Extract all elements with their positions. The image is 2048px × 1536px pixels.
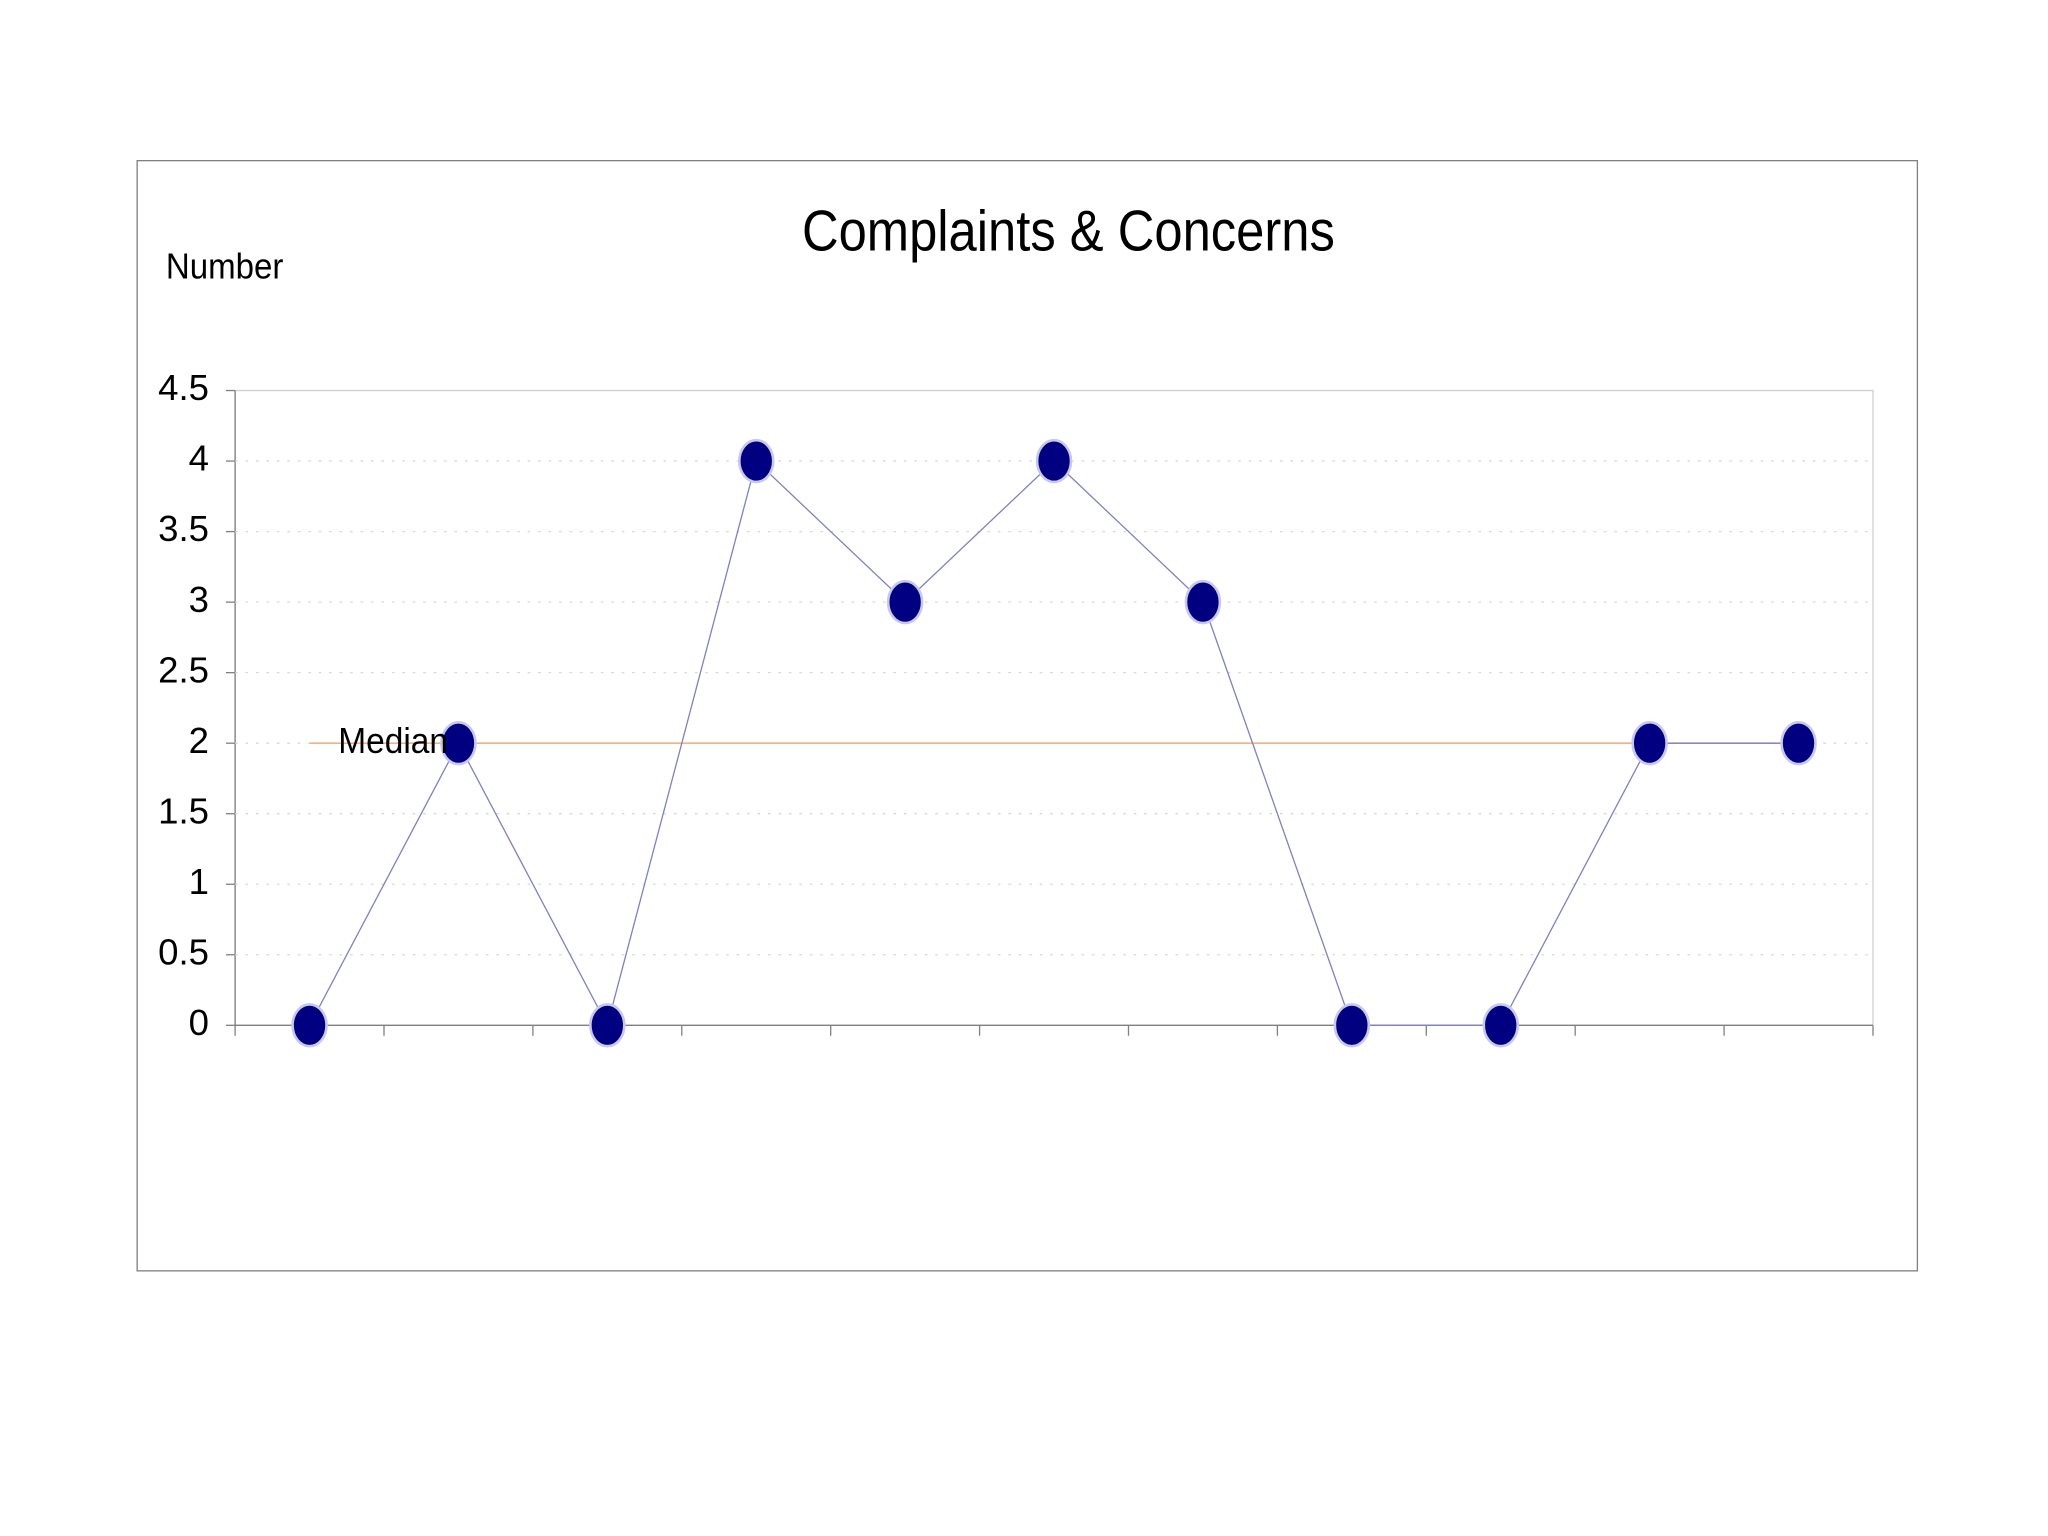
y-tick-label: 2 <box>189 720 209 761</box>
marker <box>291 1003 328 1048</box>
y-tick-label: 1 <box>189 861 209 902</box>
y-axis-label: Number <box>166 246 284 287</box>
marker <box>589 1003 626 1048</box>
chart-frame <box>136 160 1919 1272</box>
y-tick-label: 3 <box>189 579 209 620</box>
marker <box>737 438 775 484</box>
marker <box>1333 1003 1371 1048</box>
y-tick-label: 4 <box>189 438 209 479</box>
marker <box>1035 438 1073 484</box>
marker <box>1184 579 1222 625</box>
marker <box>1631 720 1668 766</box>
y-tick-label: 2.5 <box>158 649 209 690</box>
y-tick-label: 0 <box>189 1002 209 1043</box>
y-tick-label: 4.5 <box>158 367 209 408</box>
marker <box>440 720 477 766</box>
marker <box>886 579 924 625</box>
chart-title: Complaints & Concerns <box>802 199 1335 263</box>
y-tick-label: 3.5 <box>158 508 209 549</box>
y-tick-label: 1.5 <box>158 790 209 831</box>
marker <box>1780 720 1817 766</box>
marker <box>1482 1003 1520 1048</box>
median-label: Median <box>338 720 448 761</box>
y-tick-label: 0.5 <box>158 931 209 972</box>
